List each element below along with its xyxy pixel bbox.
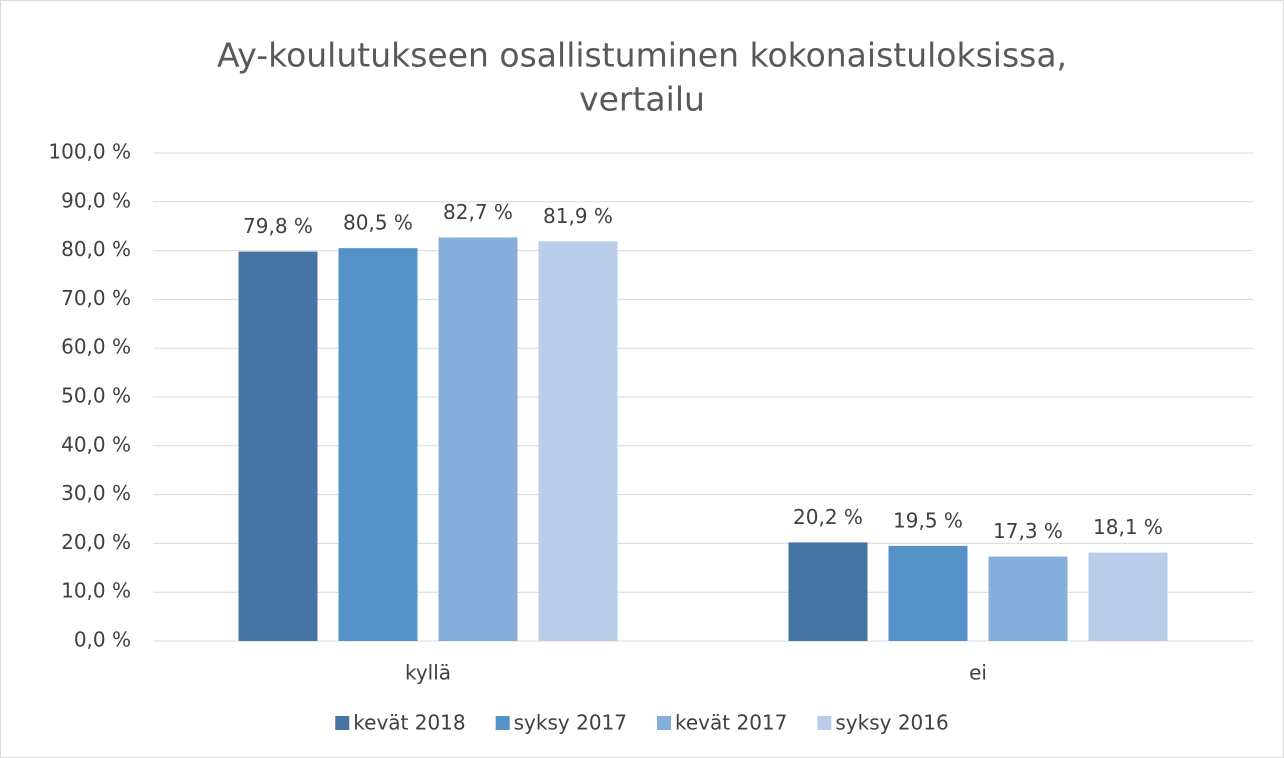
y-tick-label: 70,0 % [61,286,131,310]
bar [988,556,1068,641]
bar [338,248,418,641]
x-tick-label: kyllä [405,661,451,685]
data-label: 19,5 % [893,508,963,532]
bar [888,545,968,641]
legend-label: syksy 2016 [835,711,948,735]
x-tick-label: ei [969,661,987,685]
data-label: 79,8 % [243,214,313,238]
data-label: 20,2 % [793,505,863,529]
y-tick-label: 0,0 % [74,628,131,652]
legend-swatch [335,716,350,730]
y-tick-label: 60,0 % [61,335,131,359]
legend-swatch [817,716,832,730]
legend-label: kevät 2017 [675,711,787,735]
y-tick-label: 30,0 % [61,481,131,505]
legend-label: kevät 2018 [353,711,465,735]
y-tick-label: 90,0 % [61,188,131,212]
data-label: 17,3 % [993,519,1063,543]
data-label: 80,5 % [343,211,413,235]
bar [438,237,518,641]
data-label: 18,1 % [1093,515,1163,539]
bar [538,241,618,641]
y-tick-label: 80,0 % [61,237,131,261]
y-tick-label: 100,0 % [48,140,131,164]
y-tick-label: 40,0 % [61,432,131,456]
bar [238,251,318,642]
y-tick-label: 20,0 % [61,530,131,554]
chart-title: Ay-koulutukseen osallistuminen kokonaist… [217,36,1067,75]
y-tick-label: 10,0 % [61,579,131,603]
bar [1088,552,1168,641]
chart-title: vertailu [579,80,705,119]
legend-swatch [657,716,671,730]
legend-label: syksy 2017 [514,711,627,735]
data-label: 81,9 % [543,204,613,228]
legend-swatch [495,716,510,730]
bar [788,542,868,641]
y-tick-label: 50,0 % [61,384,131,408]
data-label: 82,7 % [443,200,513,224]
